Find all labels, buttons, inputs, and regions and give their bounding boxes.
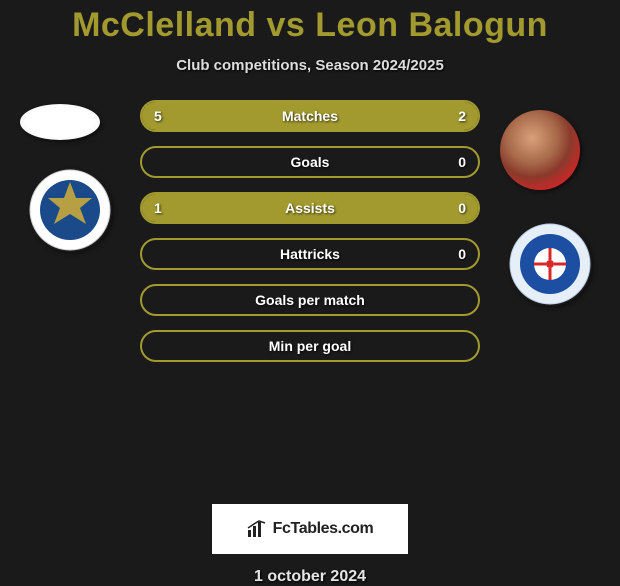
chart-icon [247,520,267,538]
brand-box[interactable]: FcTables.com [212,504,408,554]
stat-label: Goals per match [142,286,478,314]
infographic-date: 1 october 2024 [0,568,620,586]
stat-row: 10Assists [140,192,480,224]
player2-avatar [500,110,580,190]
stat-row: Goals per match [140,284,480,316]
player1-club-badge [28,168,112,252]
stat-label: Assists [142,194,478,222]
stat-row: 0Goals [140,146,480,178]
comparison-title: McClelland vs Leon Balogun [0,6,620,45]
vs-text: vs [267,6,306,44]
club-badge-right-icon [508,222,592,306]
comparison-stage: 52Matches 0Goals 10Assists 0Hattricks Goals … [0,100,620,500]
club-badge-left-icon [28,168,112,252]
stat-label: Goals [142,148,478,176]
stat-row: Min per goal [140,330,480,362]
player1-name: McClelland [72,6,256,44]
stat-label: Min per goal [142,332,478,360]
stat-row: 0Hattricks [140,238,480,270]
stat-label: Hattricks [142,240,478,268]
stat-row: 52Matches [140,100,480,132]
player1-avatar [20,104,100,140]
stat-label: Matches [142,102,478,130]
season-subtitle: Club competitions, Season 2024/2025 [0,57,620,74]
brand-text: FcTables.com [273,520,374,538]
stat-bars-container: 52Matches 0Goals 10Assists 0Hattricks Goals … [140,100,480,376]
player2-name: Leon Balogun [315,6,548,44]
player2-club-badge [508,222,592,306]
